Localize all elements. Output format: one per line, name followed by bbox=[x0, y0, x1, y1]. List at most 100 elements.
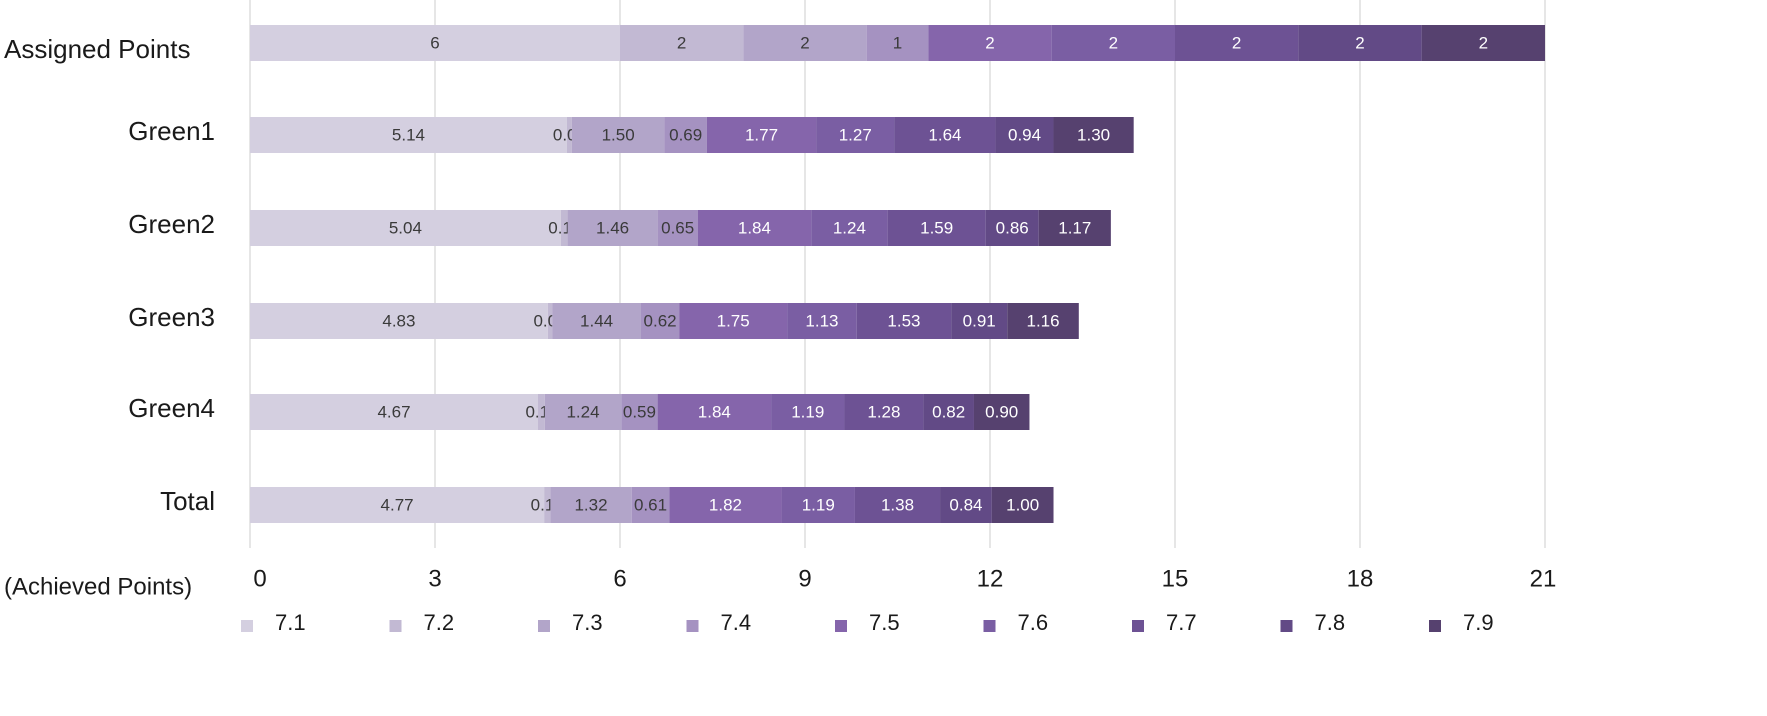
bar-segment bbox=[781, 487, 855, 523]
bar-segment bbox=[771, 394, 845, 430]
bar-segment bbox=[844, 394, 924, 430]
legend-swatch bbox=[686, 620, 699, 632]
data-label: 1.38 bbox=[881, 495, 914, 514]
bar-segment bbox=[250, 25, 620, 61]
data-label: 0.90 bbox=[985, 402, 1018, 421]
legend-swatch bbox=[983, 620, 996, 632]
bar-segment bbox=[640, 303, 680, 339]
data-label: 1.82 bbox=[709, 495, 742, 514]
data-label: 1.77 bbox=[745, 125, 778, 144]
bar-segment bbox=[1007, 303, 1079, 339]
data-label: 0.61 bbox=[634, 495, 667, 514]
bar-segment bbox=[1175, 25, 1299, 61]
data-label: 4.77 bbox=[381, 495, 414, 514]
bar-segment bbox=[537, 394, 545, 430]
data-label: 1.19 bbox=[802, 495, 835, 514]
bar-segment bbox=[544, 394, 622, 430]
bar-segment bbox=[571, 117, 665, 153]
bar-segment bbox=[669, 487, 782, 523]
category-label: Total bbox=[160, 486, 215, 516]
bar-segment bbox=[787, 303, 857, 339]
bar-segment bbox=[1053, 117, 1134, 153]
bar-segment bbox=[894, 117, 996, 153]
data-label: 0.84 bbox=[949, 495, 982, 514]
data-label: 1.53 bbox=[887, 311, 920, 330]
data-label: 0.65 bbox=[661, 218, 694, 237]
bar-segment bbox=[550, 487, 632, 523]
data-label: 2 bbox=[1355, 33, 1364, 52]
data-label: 1.13 bbox=[805, 311, 838, 330]
x-tick-label: 18 bbox=[1347, 565, 1374, 592]
bar-segment bbox=[816, 117, 895, 153]
bar-segments: 6 2 2 1 2 2 2 2 25.14 0.08 1.50 0.69 1.77 1.27 1.64 0.9… bbox=[250, 25, 1545, 523]
legend-label: 7.6 bbox=[1018, 610, 1049, 635]
bar-segment bbox=[1038, 210, 1111, 246]
data-label: 1.24 bbox=[566, 402, 599, 421]
x-axis-label: (Achieved Points) bbox=[4, 573, 192, 600]
data-label: 4.67 bbox=[377, 402, 410, 421]
data-label: 1.24 bbox=[833, 218, 866, 237]
data-label: 1.75 bbox=[717, 311, 750, 330]
legend-label: 7.7 bbox=[1166, 610, 1197, 635]
x-tick-label: 15 bbox=[1162, 565, 1189, 592]
x-tick-label: 21 bbox=[1530, 565, 1557, 592]
legend-label: 7.5 bbox=[869, 610, 900, 635]
legend: 7.1 7.2 7.3 7.4 7.5 7.6 7.7 7.8 7.9 bbox=[241, 610, 1494, 635]
bar-segment bbox=[940, 487, 992, 523]
x-tick-label: 0 bbox=[253, 565, 266, 592]
category-label: Assigned Points bbox=[4, 34, 190, 64]
bar-segment bbox=[706, 117, 817, 153]
data-label: 1.44 bbox=[580, 311, 613, 330]
data-label: 1.00 bbox=[1006, 495, 1039, 514]
data-label: 0.91 bbox=[963, 311, 996, 330]
bar-segment bbox=[552, 303, 641, 339]
legend-label: 7.1 bbox=[275, 610, 306, 635]
bar-segment bbox=[985, 210, 1039, 246]
bar-segment bbox=[664, 117, 707, 153]
legend-label: 7.4 bbox=[721, 610, 752, 635]
bar-segment bbox=[679, 303, 788, 339]
bar-segment bbox=[631, 487, 670, 523]
data-label: 0.59 bbox=[623, 402, 656, 421]
bar-segment bbox=[657, 394, 772, 430]
bar-segment bbox=[866, 25, 929, 61]
bar-segment bbox=[697, 210, 812, 246]
bar-segment bbox=[811, 210, 888, 246]
bar-segment bbox=[854, 487, 941, 523]
data-label: 2 bbox=[677, 33, 686, 52]
legend-swatch bbox=[1429, 620, 1441, 632]
bar-segment bbox=[856, 303, 952, 339]
x-tick-label: 12 bbox=[977, 565, 1004, 592]
legend-swatch bbox=[835, 620, 847, 632]
data-label: 1.46 bbox=[596, 218, 629, 237]
data-label: 4.83 bbox=[382, 311, 415, 330]
category-label: Green4 bbox=[128, 393, 215, 423]
bar-segment bbox=[560, 210, 568, 246]
category-label: Green2 bbox=[128, 209, 215, 239]
legend-swatch bbox=[538, 620, 550, 632]
data-label: 2 bbox=[1109, 33, 1118, 52]
bar-segment bbox=[928, 25, 1052, 61]
data-label: 1.84 bbox=[738, 218, 771, 237]
data-label: 1.16 bbox=[1026, 311, 1059, 330]
data-label: 0.86 bbox=[996, 218, 1029, 237]
bar-segment bbox=[544, 487, 551, 523]
x-tick-label: 6 bbox=[613, 565, 626, 592]
bar-segment bbox=[887, 210, 986, 246]
bar-segment bbox=[951, 303, 1008, 339]
bar-segment bbox=[991, 487, 1054, 523]
data-label: 0.94 bbox=[1008, 125, 1041, 144]
bar-segment bbox=[566, 117, 572, 153]
bar-segment bbox=[923, 394, 974, 430]
bar-segment bbox=[657, 210, 698, 246]
bar-segment bbox=[547, 303, 553, 339]
data-label: 1.19 bbox=[791, 402, 824, 421]
data-label: 1.28 bbox=[867, 402, 900, 421]
data-label: 1.27 bbox=[839, 125, 872, 144]
x-tick-label: 9 bbox=[798, 565, 811, 592]
data-label: 1.59 bbox=[920, 218, 953, 237]
legend-label: 7.3 bbox=[572, 610, 603, 635]
x-axis: (Achieved Points) 0 3 6 9 12 15 18 21 bbox=[4, 565, 1556, 600]
